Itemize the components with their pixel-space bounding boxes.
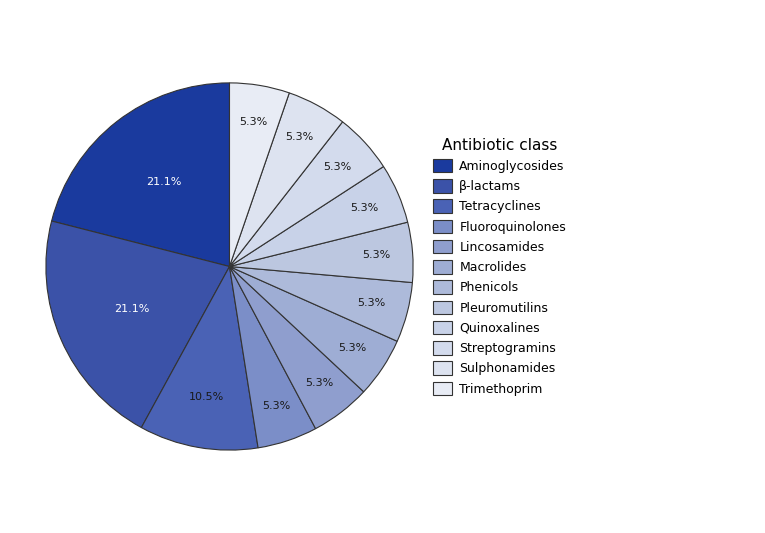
Text: 21.1%: 21.1% bbox=[114, 304, 149, 314]
Wedge shape bbox=[230, 122, 383, 266]
Text: 5.3%: 5.3% bbox=[239, 117, 268, 127]
Text: 5.3%: 5.3% bbox=[324, 162, 352, 172]
Text: 5.3%: 5.3% bbox=[362, 250, 390, 260]
Wedge shape bbox=[51, 83, 229, 266]
Wedge shape bbox=[230, 222, 413, 282]
Legend: Aminoglycosides, β-lactams, Tetracyclines, Fluoroquinolones, Lincosamides, Macro: Aminoglycosides, β-lactams, Tetracycline… bbox=[433, 138, 566, 395]
Wedge shape bbox=[230, 166, 408, 266]
Wedge shape bbox=[142, 266, 258, 450]
Wedge shape bbox=[230, 266, 363, 429]
Wedge shape bbox=[230, 83, 289, 266]
Text: 5.3%: 5.3% bbox=[350, 203, 379, 213]
Wedge shape bbox=[230, 266, 397, 392]
Wedge shape bbox=[46, 221, 230, 427]
Text: 5.3%: 5.3% bbox=[285, 132, 314, 142]
Text: 5.3%: 5.3% bbox=[338, 343, 366, 353]
Wedge shape bbox=[230, 266, 412, 341]
Text: 10.5%: 10.5% bbox=[189, 392, 224, 402]
Wedge shape bbox=[230, 93, 343, 266]
Text: 5.3%: 5.3% bbox=[262, 401, 290, 411]
Text: 21.1%: 21.1% bbox=[147, 177, 182, 188]
Text: 5.3%: 5.3% bbox=[304, 378, 333, 388]
Text: 5.3%: 5.3% bbox=[357, 298, 386, 308]
Wedge shape bbox=[230, 266, 316, 448]
